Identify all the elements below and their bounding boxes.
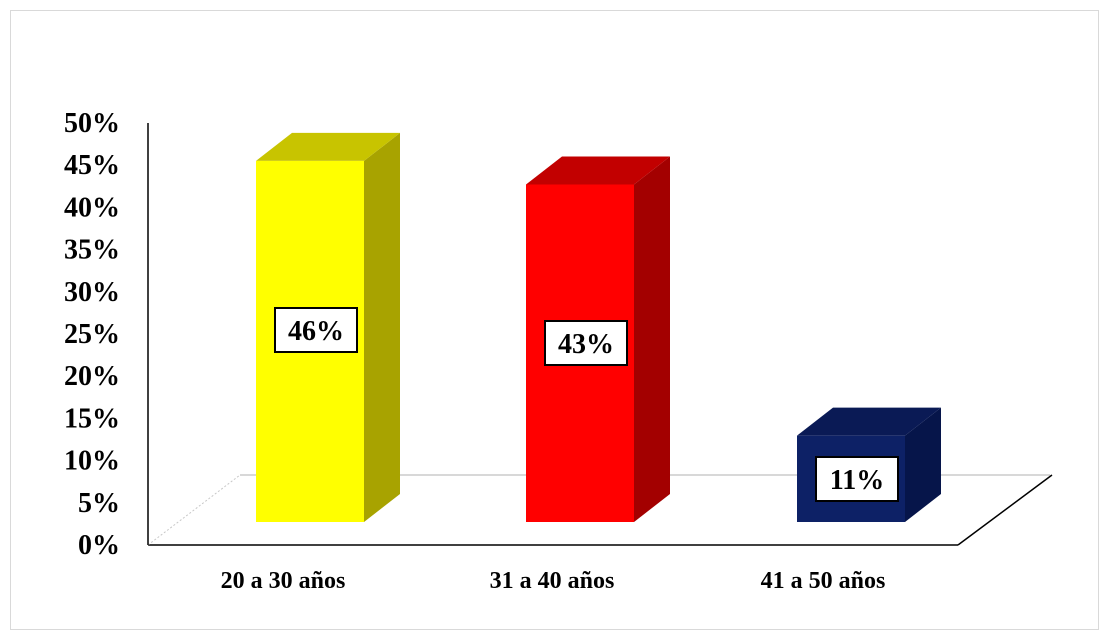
y-tick-label: 35% — [64, 235, 120, 266]
y-tick-label: 40% — [64, 192, 120, 223]
category-label: 20 a 30 años — [221, 568, 346, 594]
y-tick-label: 45% — [64, 150, 120, 181]
data-label: 11% — [830, 465, 884, 496]
bar-top — [526, 156, 670, 185]
floor-left-edge — [147, 474, 241, 546]
bar: 43% — [526, 156, 670, 522]
data-label-box — [544, 320, 628, 366]
y-tick-label: 5% — [78, 488, 120, 519]
data-label: 46% — [288, 316, 344, 347]
bar-side — [905, 407, 941, 522]
bar: 11% — [797, 407, 941, 522]
y-tick-label: 20% — [64, 361, 120, 392]
bar: 46% — [256, 132, 400, 522]
y-tick-labels: 0% 5% 10% 15% 20% 25% 30% 35% 40% 45% 50% — [64, 108, 120, 561]
data-label-box — [815, 456, 899, 502]
data-label: 43% — [558, 329, 614, 360]
y-tick-label: 15% — [64, 403, 120, 434]
y-tick-label: 0% — [78, 530, 120, 561]
bar-top — [256, 132, 400, 161]
chart-area: 0% 5% 10% 15% 20% 25% 30% 35% 40% 45% 50% 46% 43% 11… — [64, 108, 1053, 594]
category-labels: 20 a 30 años 31 a 40 años 41 a 50 años — [221, 568, 886, 594]
y-tick-label: 50% — [64, 108, 120, 139]
y-tick-label: 10% — [64, 446, 120, 477]
y-tick-label: 25% — [64, 319, 120, 350]
floor-right-edge — [957, 474, 1053, 546]
bar-top — [797, 407, 941, 436]
data-label-box — [274, 307, 358, 353]
y-tick-label: 30% — [64, 277, 120, 308]
bars: 46% 43% 11% — [256, 132, 941, 522]
bar-side — [364, 132, 400, 522]
bar-side — [634, 156, 670, 522]
category-label: 31 a 40 años — [490, 568, 615, 594]
category-label: 41 a 50 años — [761, 568, 886, 594]
